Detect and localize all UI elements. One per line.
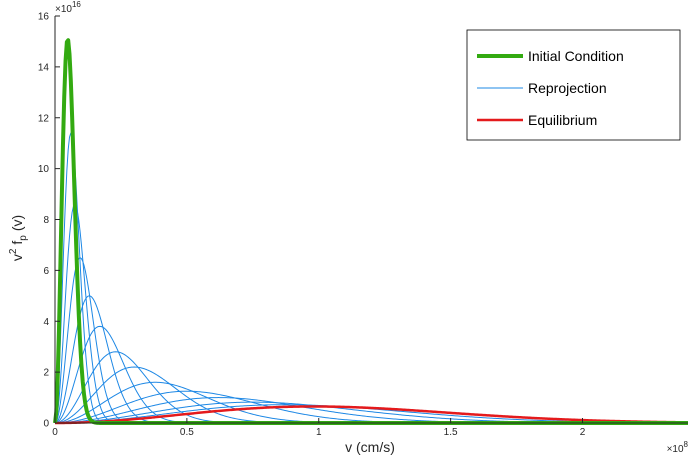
y-multiplier-base: ×10 [55, 4, 72, 15]
x-multiplier-exponent: 8 [684, 440, 689, 449]
x-multiplier-base: ×10 [667, 444, 684, 455]
y-tick-label-7: 14 [38, 62, 50, 73]
y-axis-label-subscript: p [18, 235, 29, 241]
y-axis-label-superscript: 2 [8, 248, 19, 254]
legend-box [466, 29, 681, 141]
axis-ticks: 0 0.5 1 1.5 2 0 2 4 6 8 10 12 14 16 [38, 12, 586, 439]
x-axis-multiplier: ×108 [667, 440, 689, 455]
y-multiplier-exponent: 16 [72, 0, 81, 9]
x-axis-label: v (cm/s) [345, 439, 395, 455]
legend: Initial Condition Reprojection Equilibri… [466, 29, 681, 141]
legend-label-equilibrium: Equilibrium [528, 112, 597, 128]
x-tick-label-0: 0 [52, 427, 58, 438]
y-tick-label-8: 16 [38, 12, 50, 23]
y-tick-label-1: 2 [43, 368, 49, 379]
y-axis-label: v2 fp (v) [8, 215, 29, 261]
y-tick-label-0: 0 [43, 419, 49, 430]
y-axis-label-func: f [9, 241, 25, 245]
y-tick-label-3: 6 [43, 266, 49, 277]
y-axis-label-arg: (v) [9, 215, 25, 231]
x-tick-label-1: 0.5 [180, 427, 194, 438]
legend-label-initial: Initial Condition [528, 48, 624, 64]
x-tick-label-2: 1 [316, 427, 322, 438]
y-tick-label-5: 10 [38, 164, 50, 175]
x-tick-label-4: 2 [580, 427, 586, 438]
legend-label-reprojection: Reprojection [528, 80, 607, 96]
y-axis-multiplier: ×1016 [55, 0, 81, 15]
y-tick-label-2: 4 [43, 317, 49, 328]
y-axis-label-base: v [9, 254, 25, 261]
x-tick-label-3: 1.5 [444, 427, 458, 438]
y-tick-label-6: 12 [38, 113, 50, 124]
y-tick-label-4: 8 [43, 215, 49, 226]
